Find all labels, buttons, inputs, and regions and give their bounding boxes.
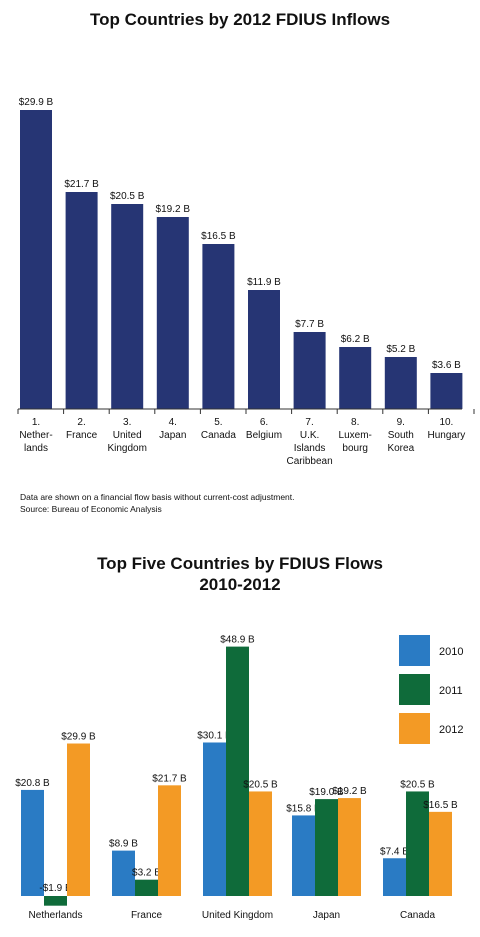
chart1-bar [293, 332, 326, 409]
chart2-value-label: $8.9 B [109, 839, 138, 850]
chart1-category-label: 1. Nether-lands [19, 417, 52, 454]
chart1-bar [65, 192, 98, 409]
chart2-value-label: -$1.9 B [39, 883, 72, 894]
chart1-category-label: 6. Belgium [246, 417, 282, 441]
chart1-value-label: $5.2 B [386, 344, 415, 355]
chart1-value-label: $19.2 B [156, 204, 191, 215]
chart1-value-label: $6.2 B [341, 334, 370, 345]
chart1-category-label: 4. Japan [159, 417, 186, 441]
chart2-value-label: $29.9 B [61, 732, 96, 743]
chart2-bar-2012 [338, 798, 361, 896]
chart1-bar [384, 357, 417, 409]
chart2-category-label: France [131, 910, 163, 921]
chart2-category-label: Japan [313, 910, 340, 921]
chart1-bar [20, 110, 52, 409]
chart1-bar [156, 217, 189, 409]
chart2-value-label: $19.0 B [309, 787, 344, 798]
chart1-category-label: 2. France [66, 417, 98, 441]
chart2-bar-2010 [292, 815, 315, 896]
chart1-category-label: 8. Luxem-bourg [339, 417, 372, 454]
chart2-value-label: $16.5 B [423, 800, 458, 811]
legend-label-2010: 2010 [439, 646, 463, 658]
chart2-value-label: $7.4 B [380, 846, 409, 857]
chart2-category-label: Netherlands [29, 910, 83, 921]
legend-swatch-2011 [399, 674, 430, 705]
chart2-category-label: Canada [400, 910, 435, 921]
chart1-bar [111, 204, 144, 409]
chart2-bar-2011 [226, 646, 249, 896]
chart2-bar-2012 [158, 785, 181, 896]
chart2-bar-2010 [383, 858, 406, 896]
chart1-note: Data are shown on a financial flow basis… [20, 492, 295, 502]
chart2-value-label: $3.2 B [132, 868, 161, 879]
legend-label-2011: 2011 [439, 685, 463, 697]
chart1-value-label: $29.9 B [19, 97, 54, 108]
chart1-value-label: $20.5 B [110, 191, 145, 202]
chart1-bar [202, 244, 235, 409]
chart1-source: Source: Bureau of Economic Analysis [20, 504, 162, 514]
legend-label-2012: 2012 [439, 724, 463, 736]
chart1-value-label: $11.9 B [247, 277, 281, 288]
chart2-value-label: $20.8 B [15, 778, 50, 789]
chart1-value-label: $3.6 B [432, 360, 461, 371]
chart2-bar-2011 [406, 791, 429, 896]
chart1-bar [248, 290, 280, 409]
chart2-bar-2010 [112, 850, 135, 896]
chart2-bar-2011 [315, 799, 338, 896]
chart2-value-label: $20.5 B [243, 779, 278, 790]
chart1-category-label: 10. Hungary [427, 417, 465, 441]
chart1-bar [430, 373, 463, 409]
chart2-bar-2012 [429, 811, 452, 896]
chart1-value-label: $7.7 B [295, 319, 324, 330]
chart2-bar-2011 [135, 879, 158, 896]
chart1-category-label: 5. Canada [201, 417, 236, 441]
chart2-title-line2: 2010-2012 [199, 575, 281, 594]
chart2-bar-2010 [21, 789, 44, 896]
chart1-category-label: 7. U.K. Islands Caribbean [287, 417, 333, 467]
chart1-bar [339, 347, 372, 409]
chart2-category-label: United Kingdom [202, 910, 273, 921]
chart2-bar-2012 [249, 791, 272, 896]
chart1-category-label: 9. South Korea [387, 417, 414, 454]
chart2-bar-2011 [44, 896, 67, 906]
chart2-value-label: $48.9 B [220, 635, 255, 646]
chart2-title-line1: Top Five Countries by FDIUS Flows [97, 554, 383, 573]
chart2-value-label: $15.8 B [286, 803, 321, 814]
chart2-value-label: $30.1 B [197, 730, 232, 741]
chart2-title: Top Five Countries by FDIUS Flows 2010-2… [0, 553, 480, 595]
chart2-value-label: $21.7 B [152, 773, 187, 784]
chart1-value-label: $16.5 B [201, 231, 236, 242]
chart1-category-label: 3. United Kingdom [107, 417, 146, 454]
chart2-bar-2012 [67, 743, 90, 896]
chart2-value-label: $19.2 B [332, 786, 367, 797]
legend-swatch-2012 [399, 713, 430, 744]
legend-swatch-2010 [399, 635, 430, 666]
chart1-plot: $29.9 B $21.7 B $20.5 B $19.2 B $16.5 B $11.9… [17, 97, 475, 467]
chart1-value-label: $21.7 B [64, 179, 99, 190]
chart2-value-label: $20.5 B [400, 779, 435, 790]
chart2-bar-2010 [203, 742, 226, 896]
chart1-title: Top Countries by 2012 FDIUS Inflows [89, 10, 391, 29]
